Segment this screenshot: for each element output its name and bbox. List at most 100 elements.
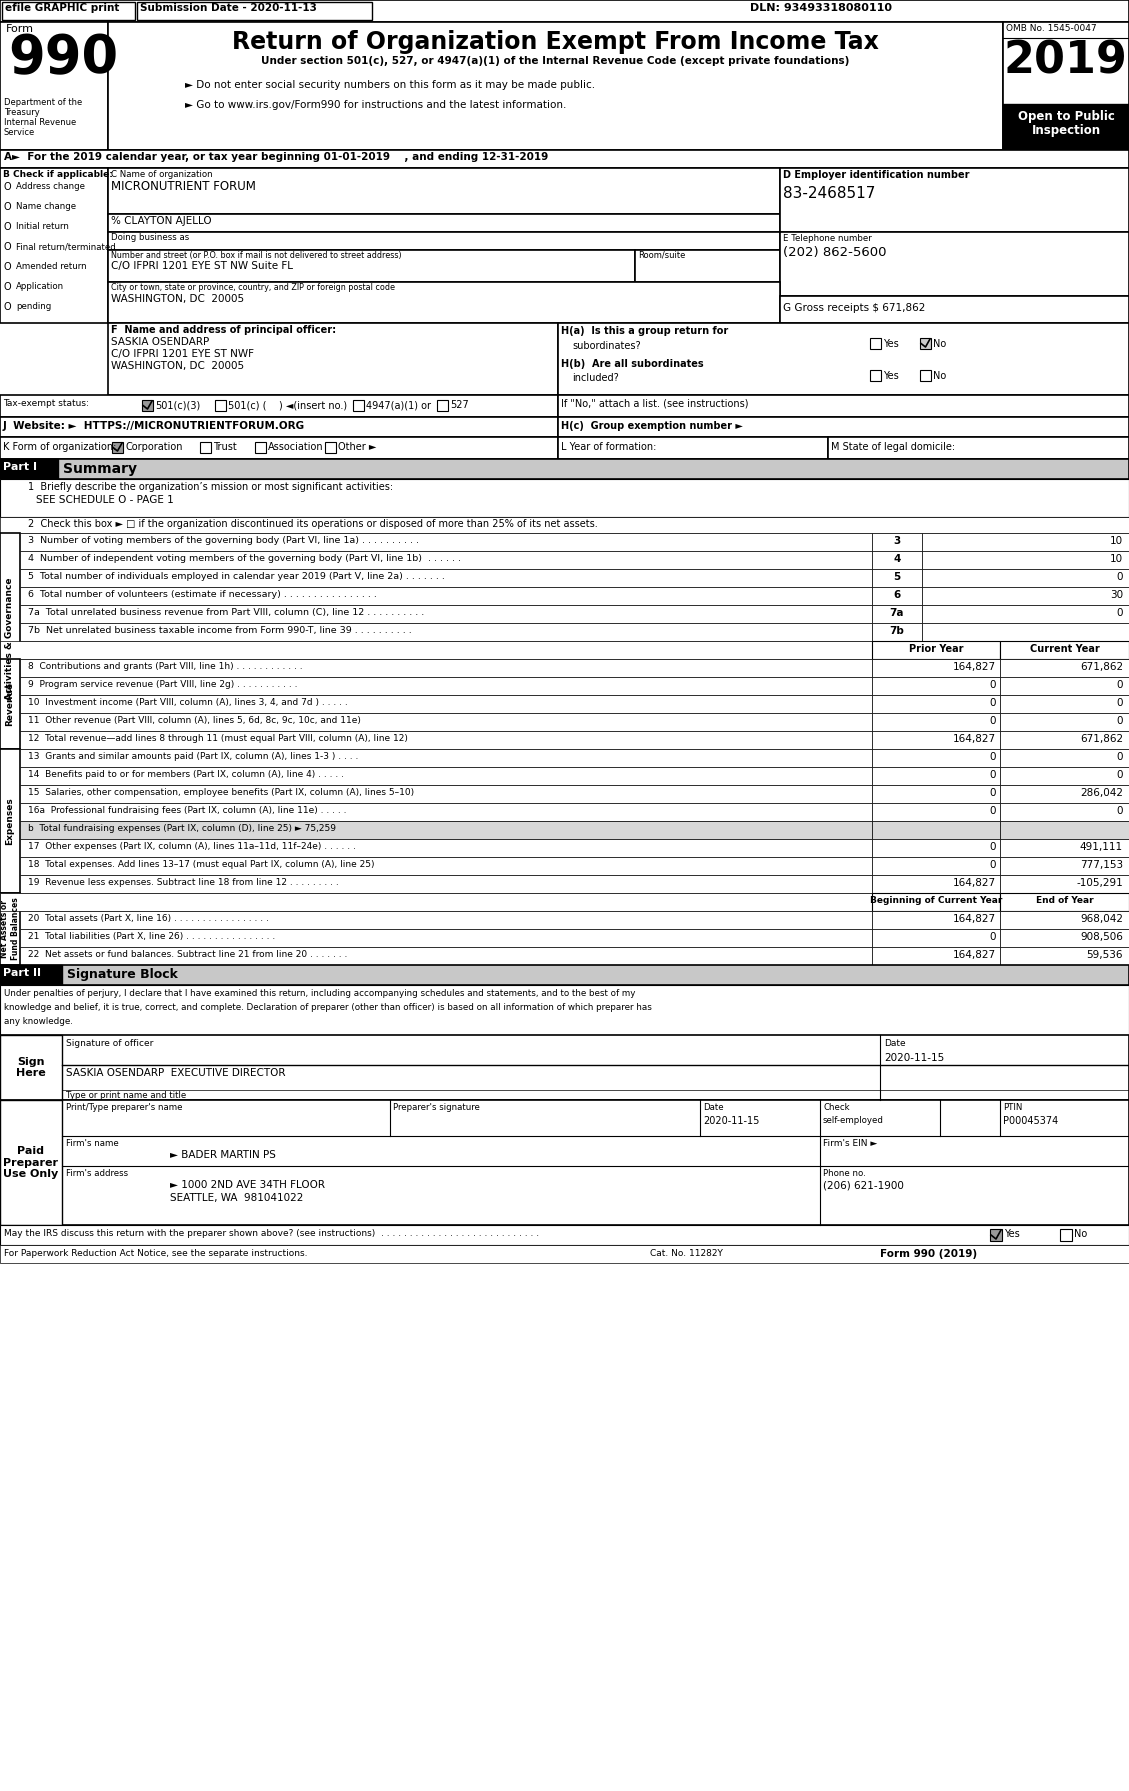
Text: 1  Briefly describe the organization’s mission or most significant activities:: 1 Briefly describe the organization’s mi… <box>28 482 393 493</box>
Text: 0: 0 <box>989 788 996 799</box>
Bar <box>872 749 1000 767</box>
Text: Under section 501(c), 527, or 4947(a)(1) of the Internal Revenue Code (except pr: Under section 501(c), 527, or 4947(a)(1)… <box>261 56 849 66</box>
Text: 12  Total revenue—add lines 8 through 11 (must equal Part VIII, column (A), line: 12 Total revenue—add lines 8 through 11 … <box>28 734 408 743</box>
Bar <box>1000 731 1129 749</box>
Text: E Telephone number: E Telephone number <box>784 235 872 244</box>
Bar <box>990 1229 1003 1241</box>
Bar <box>1000 876 1129 894</box>
Bar <box>108 168 780 213</box>
Text: OMB No. 1545-0047: OMB No. 1545-0047 <box>1006 23 1096 32</box>
Text: C Name of organization: C Name of organization <box>111 170 212 179</box>
Text: PTIN: PTIN <box>1003 1103 1023 1112</box>
Text: 164,827: 164,827 <box>953 913 996 924</box>
Bar <box>255 442 266 453</box>
Text: Application: Application <box>16 281 64 290</box>
Text: 0: 0 <box>1117 698 1123 707</box>
Text: 83-2468517: 83-2468517 <box>784 186 875 201</box>
Text: Other ►: Other ► <box>338 442 376 451</box>
Text: 0: 0 <box>1117 716 1123 725</box>
Bar <box>0 417 558 437</box>
Bar <box>0 150 1129 168</box>
Text: 16a  Professional fundraising fees (Part IX, column (A), line 11e) . . . . .: 16a Professional fundraising fees (Part … <box>28 806 347 815</box>
Text: Doing business as: Doing business as <box>111 233 190 242</box>
Text: Part I: Part I <box>3 462 37 473</box>
Text: 0: 0 <box>1117 681 1123 690</box>
Text: O: O <box>5 183 11 192</box>
Bar <box>1000 894 1129 912</box>
Text: any knowledge.: any knowledge. <box>5 1017 73 1026</box>
Bar <box>870 338 881 349</box>
Text: 5: 5 <box>893 571 901 582</box>
Text: Number and street (or P.O. box if mail is not delivered to street address): Number and street (or P.O. box if mail i… <box>111 251 402 260</box>
Bar <box>108 213 780 233</box>
Text: 4: 4 <box>893 553 901 564</box>
Text: 10  Investment income (Part VIII, column (A), lines 3, 4, and 7d ) . . . . .: 10 Investment income (Part VIII, column … <box>28 698 348 707</box>
Bar <box>1003 21 1129 150</box>
Text: SASKIA OSENDARP  EXECUTIVE DIRECTOR: SASKIA OSENDARP EXECUTIVE DIRECTOR <box>65 1067 286 1078</box>
Text: For Paperwork Reduction Act Notice, see the separate instructions.: For Paperwork Reduction Act Notice, see … <box>5 1248 307 1257</box>
Text: 2  Check this box ► □ if the organization discontinued its operations or dispose: 2 Check this box ► □ if the organization… <box>28 519 597 528</box>
Text: 10: 10 <box>1110 536 1123 546</box>
Bar <box>108 233 780 251</box>
Text: Internal Revenue: Internal Revenue <box>5 118 77 127</box>
Text: Trust: Trust <box>213 442 237 451</box>
Text: 7a: 7a <box>890 607 904 618</box>
Text: 2019: 2019 <box>1003 39 1127 82</box>
Text: Tax-exempt status:: Tax-exempt status: <box>3 399 89 408</box>
Text: (202) 862-5600: (202) 862-5600 <box>784 245 886 260</box>
Bar <box>920 371 931 381</box>
Text: 22  Net assets or fund balances. Subtract line 21 from line 20 . . . . . . .: 22 Net assets or fund balances. Subtract… <box>28 949 348 958</box>
Bar <box>872 912 1000 930</box>
Text: 7b  Net unrelated business taxable income from Form 990-T, line 39 . . . . . . .: 7b Net unrelated business taxable income… <box>28 627 412 636</box>
Bar <box>872 659 1000 677</box>
Bar <box>872 784 1000 802</box>
Bar <box>0 641 872 659</box>
Text: 4947(a)(1) or: 4947(a)(1) or <box>366 399 431 410</box>
Text: 19  Revenue less expenses. Subtract line 18 from line 12 . . . . . . . . .: 19 Revenue less expenses. Subtract line … <box>28 878 339 887</box>
Text: 59,536: 59,536 <box>1086 949 1123 960</box>
Bar <box>0 458 58 478</box>
Bar <box>1000 858 1129 876</box>
Text: 501(c)(3): 501(c)(3) <box>155 399 200 410</box>
Bar <box>558 437 828 458</box>
Bar <box>872 534 922 552</box>
Bar <box>0 518 1129 534</box>
Text: 6: 6 <box>893 589 901 600</box>
Bar <box>0 1225 1129 1245</box>
Text: M State of legal domicile:: M State of legal domicile: <box>831 442 955 451</box>
Text: 11  Other revenue (Part VIII, column (A), lines 5, 6d, 8c, 9c, 10c, and 11e): 11 Other revenue (Part VIII, column (A),… <box>28 716 361 725</box>
Text: Yes: Yes <box>1004 1229 1019 1239</box>
Text: Room/suite: Room/suite <box>638 251 685 260</box>
Text: ► BADER MARTIN PS: ► BADER MARTIN PS <box>170 1150 275 1161</box>
Text: Yes: Yes <box>883 371 899 381</box>
Text: ► Do not enter social security numbers on this form as it may be made public.: ► Do not enter social security numbers o… <box>185 81 595 90</box>
Text: Paid
Preparer
Use Only: Paid Preparer Use Only <box>3 1146 59 1178</box>
Text: 527: 527 <box>450 399 469 410</box>
Bar <box>20 587 872 605</box>
Bar <box>634 251 780 281</box>
Text: DLN: 93493318080110: DLN: 93493318080110 <box>750 4 892 13</box>
Text: 30: 30 <box>1110 589 1123 600</box>
Text: 15  Salaries, other compensation, employee benefits (Part IX, column (A), lines : 15 Salaries, other compensation, employe… <box>28 788 414 797</box>
Bar <box>20 784 872 802</box>
Text: 0: 0 <box>1117 752 1123 761</box>
Text: 491,111: 491,111 <box>1079 842 1123 853</box>
Bar <box>20 767 872 784</box>
Bar <box>20 912 872 930</box>
Text: Association: Association <box>268 442 324 451</box>
Text: Firm's name: Firm's name <box>65 1139 119 1148</box>
Bar <box>0 168 108 322</box>
Bar <box>1000 912 1129 930</box>
Text: 3: 3 <box>893 536 901 546</box>
Text: SEE SCHEDULE O - PAGE 1: SEE SCHEDULE O - PAGE 1 <box>36 494 174 505</box>
Bar <box>558 417 1129 437</box>
Text: Check: Check <box>823 1103 850 1112</box>
Text: 164,827: 164,827 <box>953 663 996 672</box>
Text: 0: 0 <box>989 716 996 725</box>
Text: Inspection: Inspection <box>1032 124 1101 136</box>
Text: 7a  Total unrelated business revenue from Part VIII, column (C), line 12 . . . .: 7a Total unrelated business revenue from… <box>28 607 425 618</box>
Text: Date: Date <box>703 1103 724 1112</box>
Bar <box>20 838 872 858</box>
Bar <box>2 2 135 20</box>
Text: 777,153: 777,153 <box>1079 860 1123 870</box>
